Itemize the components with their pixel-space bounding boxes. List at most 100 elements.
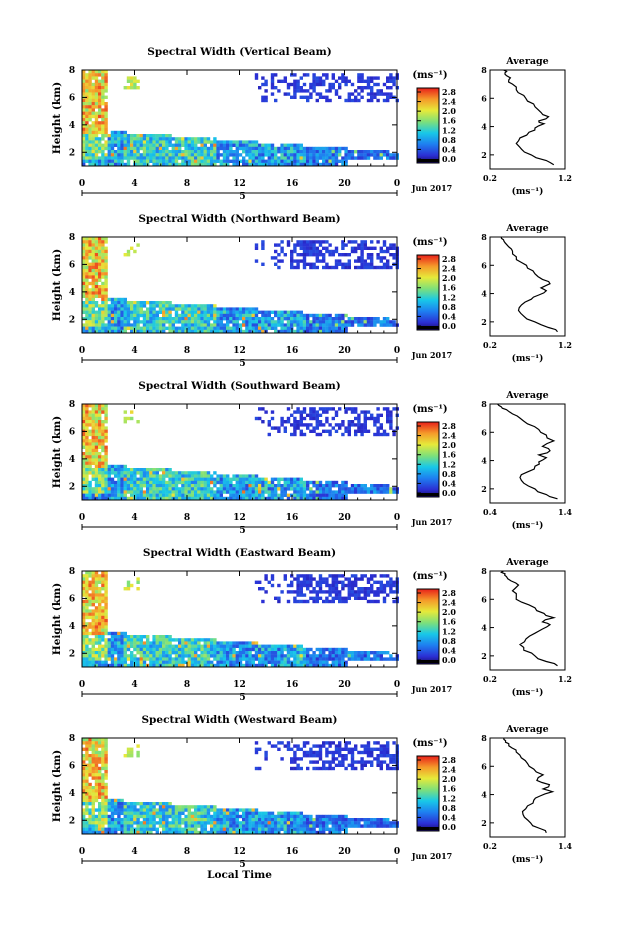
heatmap-cell [98, 593, 102, 597]
heatmap-cell [328, 480, 332, 485]
heatmap-cell [363, 657, 367, 661]
heatmap-cell [98, 574, 102, 578]
heatmap-cell [178, 317, 182, 321]
heatmap-cell [133, 249, 137, 254]
heatmap-cell [235, 159, 239, 163]
heatmap-cell [82, 143, 86, 147]
heatmap-cell [139, 471, 143, 475]
heatmap-cell [306, 89, 310, 93]
heatmap-cell [344, 76, 348, 80]
heatmap-cell [222, 140, 227, 144]
heatmap-cell [133, 134, 137, 138]
heatmap-cell [82, 776, 86, 780]
heatmap-cell [312, 407, 316, 411]
heatmap-cell [158, 484, 163, 488]
heatmap-cell [101, 150, 105, 154]
heatmap-cell [258, 159, 262, 163]
heatmap-cell [190, 663, 195, 668]
heatmap-cell [136, 657, 140, 661]
heatmap-cell [91, 259, 95, 263]
heatmap-cell [386, 265, 390, 270]
heatmap-cell [267, 156, 271, 160]
heatmap-cell [277, 647, 281, 652]
heatmap-cell [88, 622, 92, 626]
heatmap-cell [149, 134, 153, 138]
heatmap-cell [101, 830, 105, 835]
heatmap-cell [82, 114, 86, 119]
heatmap-cell [190, 644, 195, 648]
heatmap-cell [219, 484, 223, 488]
heatmap-cell [318, 583, 323, 588]
heatmap-cell [357, 423, 361, 427]
heatmap-cell [101, 574, 105, 578]
heatmap-cell [155, 641, 159, 645]
heatmap-cell [242, 644, 246, 648]
heatmap-cell [88, 243, 92, 247]
heatmap-cell [155, 471, 159, 475]
heatmap-cell [238, 480, 243, 485]
heatmap-cell [162, 162, 166, 167]
heatmap-cell [98, 407, 102, 411]
heatmap-cell [98, 240, 102, 244]
heatmap-cell [88, 773, 92, 777]
heatmap-cell [139, 827, 143, 831]
heatmap-cell [187, 663, 191, 668]
heatmap-cell [389, 583, 393, 588]
heatmap-cell [341, 146, 345, 151]
heatmap-cell [283, 317, 287, 321]
heatmap-cell [88, 442, 92, 446]
heatmap-cell [274, 647, 278, 652]
heatmap-cell [376, 426, 380, 430]
heatmap-cell [299, 317, 303, 321]
heatmap-cell [88, 288, 92, 292]
heatmap-cell [149, 156, 153, 160]
heatmap-cell [85, 461, 89, 465]
heatmap-cell [142, 824, 147, 828]
heatmap-cell [194, 480, 198, 485]
heatmap-cell [235, 490, 239, 494]
heatmap-cell [200, 317, 204, 321]
heatmap-cell [370, 240, 374, 244]
heatmap-cell [248, 477, 252, 481]
heatmap-cell [251, 480, 255, 485]
heatmap-cell [82, 619, 86, 623]
heatmap-cell [277, 259, 281, 263]
heatmap-cell [82, 468, 86, 472]
heatmap-cell [242, 310, 246, 314]
heatmap-cell [379, 654, 383, 658]
heatmap-cell [325, 480, 329, 485]
heatmap-cell [123, 830, 127, 835]
heatmap-cell [382, 98, 387, 103]
heatmap-cell [328, 583, 332, 588]
heatmap-cell [178, 660, 182, 664]
heatmap-cell [130, 323, 134, 327]
heatmap-cell [117, 140, 121, 144]
heatmap-cell [120, 150, 124, 154]
heatmap-cell [222, 654, 227, 658]
heatmap-cell [248, 647, 252, 652]
heatmap-cell [85, 111, 89, 115]
heatmap-cell [270, 574, 275, 578]
heatmap-cell [210, 323, 214, 327]
heatmap-cell [101, 153, 105, 157]
heatmap-cell [142, 484, 147, 488]
heatmap-cell [286, 599, 291, 604]
heatmap-cell [315, 76, 319, 80]
heatmap-cell [123, 754, 127, 758]
heatmap-cell [104, 79, 108, 83]
heatmap-cell [178, 638, 182, 642]
heatmap-cell [165, 140, 169, 144]
heatmap-cell [130, 468, 134, 472]
heatmap-cell [85, 237, 89, 241]
heatmap-cell [245, 150, 249, 154]
heatmap-cell [91, 253, 95, 257]
heatmap-cell [261, 156, 265, 160]
heatmap-cell [120, 493, 124, 497]
heatmap-cell [306, 660, 310, 664]
heatmap-cell [315, 487, 319, 491]
heatmap-cell [136, 808, 140, 812]
heatmap-cell [88, 253, 92, 257]
heatmap-cell [213, 304, 217, 308]
heatmap-cell [130, 496, 134, 501]
heatmap-cell [382, 265, 387, 270]
